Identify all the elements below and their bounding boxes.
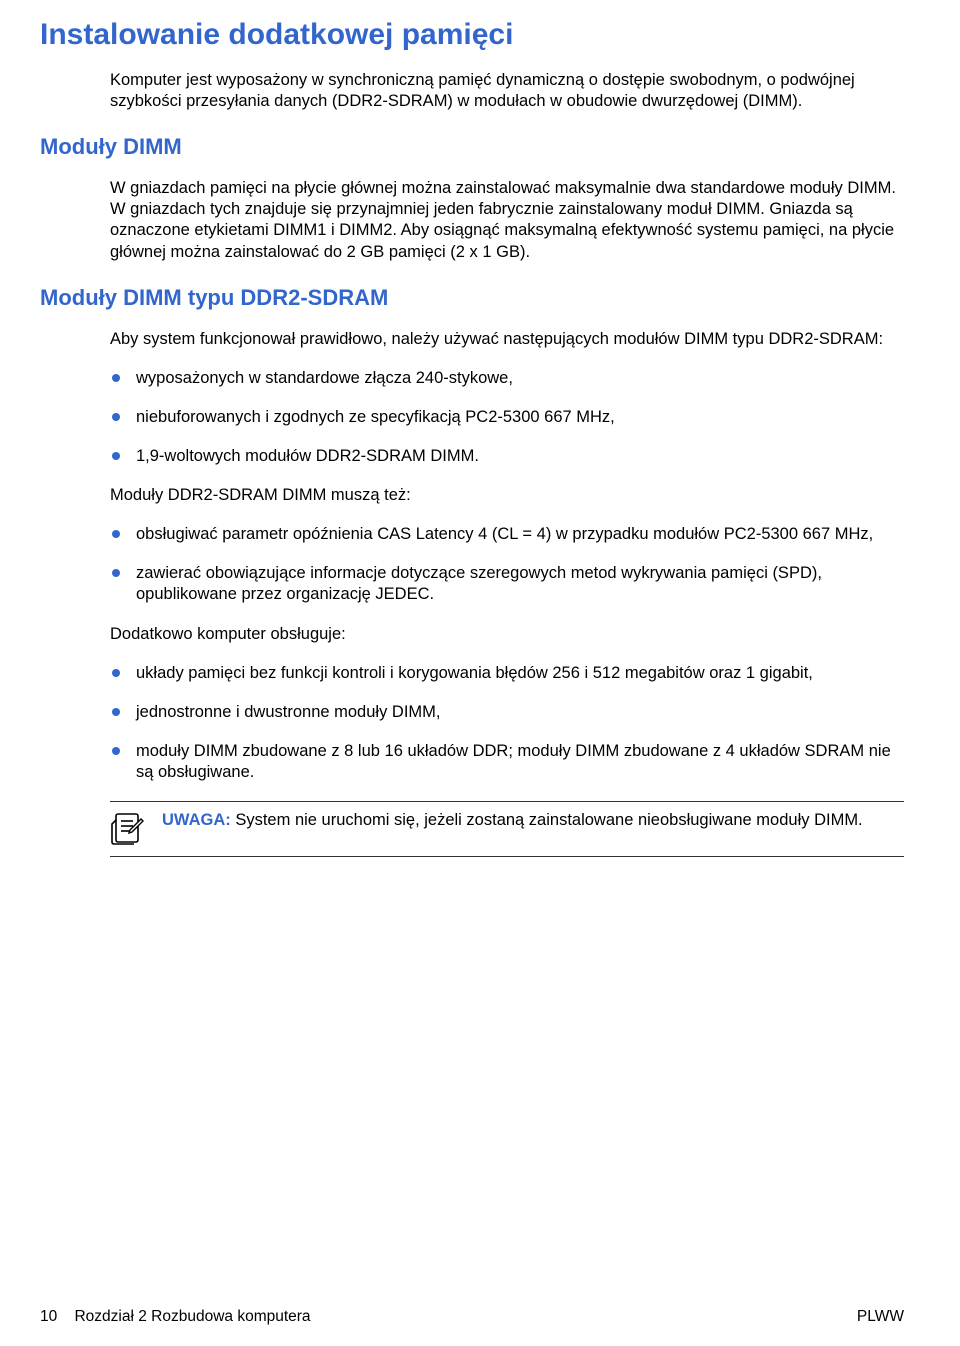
list-item: jednostronne i dwustronne moduły DIMM,	[110, 702, 904, 723]
list-item: zawierać obowiązujące informacje dotyczą…	[110, 563, 904, 605]
page-content: Instalowanie dodatkowej pamięci Komputer…	[0, 0, 960, 857]
section-heading-dimm: Moduły DIMM	[40, 134, 904, 160]
note-text-wrap: UWAGA: System nie uruchomi się, jeżeli z…	[162, 810, 863, 831]
supported-list: układy pamięci bez funkcji kontroli i ko…	[110, 663, 904, 783]
list-item: 1,9-woltowych modułów DDR2-SDRAM DIMM.	[110, 446, 904, 467]
list-item: obsługiwać parametr opóźnienia CAS Laten…	[110, 524, 904, 545]
intro-paragraph: Komputer jest wyposażony w synchroniczną…	[110, 70, 904, 112]
dimm-block: W gniazdach pamięci na płycie głównej mo…	[40, 178, 904, 262]
intro-block: Komputer jest wyposażony w synchroniczną…	[40, 70, 904, 112]
list-item: wyposażonych w standardowe złącza 240-st…	[110, 368, 904, 389]
requirements-list-2: obsługiwać parametr opóźnienia CAS Laten…	[110, 524, 904, 605]
footer-page-number: 10	[40, 1308, 57, 1325]
dimm-paragraph: W gniazdach pamięci na płycie głównej mo…	[110, 178, 904, 262]
section-heading-ddr2: Moduły DIMM typu DDR2-SDRAM	[40, 285, 904, 311]
page-footer: 10 Rozdział 2 Rozbudowa komputera PLWW	[40, 1308, 904, 1326]
page-title: Instalowanie dodatkowej pamięci	[40, 18, 904, 52]
list-item: moduły DIMM zbudowane z 8 lub 16 układów…	[110, 741, 904, 783]
note-box: UWAGA: System nie uruchomi się, jeżeli z…	[110, 801, 904, 857]
list-item: niebuforowanych i zgodnych ze specyfikac…	[110, 407, 904, 428]
footer-right: PLWW	[857, 1308, 904, 1326]
ddr2-also: Moduły DDR2-SDRAM DIMM muszą też:	[110, 485, 904, 506]
note-icon	[110, 812, 144, 846]
footer-left: 10 Rozdział 2 Rozbudowa komputera	[40, 1308, 311, 1326]
requirements-list-1: wyposażonych w standardowe złącza 240-st…	[110, 368, 904, 467]
footer-chapter: Rozdział 2 Rozbudowa komputera	[74, 1308, 310, 1325]
list-item: układy pamięci bez funkcji kontroli i ko…	[110, 663, 904, 684]
note-label: UWAGA:	[162, 811, 231, 829]
additionally: Dodatkowo komputer obsługuje:	[110, 624, 904, 645]
note-body: System nie uruchomi się, jeżeli zostaną …	[235, 811, 862, 829]
ddr2-intro: Aby system funkcjonował prawidłowo, nale…	[110, 329, 904, 350]
ddr2-block: Aby system funkcjonował prawidłowo, nale…	[40, 329, 904, 857]
